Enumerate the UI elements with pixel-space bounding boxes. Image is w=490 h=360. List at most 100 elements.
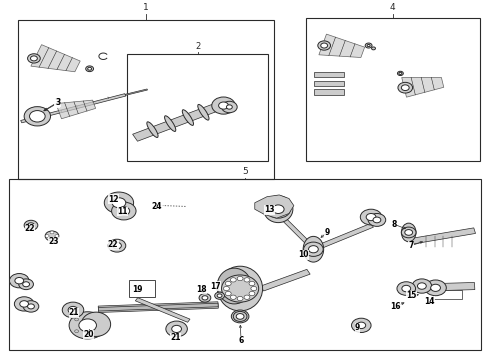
Polygon shape: [411, 283, 475, 291]
Circle shape: [19, 279, 33, 289]
Circle shape: [351, 318, 371, 333]
Circle shape: [237, 296, 243, 301]
Circle shape: [244, 295, 250, 300]
Circle shape: [30, 56, 37, 61]
Circle shape: [9, 274, 29, 288]
Circle shape: [221, 275, 259, 302]
Polygon shape: [402, 77, 444, 97]
Circle shape: [425, 280, 446, 296]
Circle shape: [321, 43, 328, 48]
Ellipse shape: [81, 312, 111, 337]
Circle shape: [108, 239, 126, 252]
Circle shape: [68, 306, 78, 314]
Text: 15: 15: [406, 291, 416, 300]
Polygon shape: [135, 298, 190, 322]
Text: 3: 3: [54, 98, 59, 107]
Text: 21: 21: [69, 309, 79, 318]
Circle shape: [399, 72, 402, 75]
Polygon shape: [410, 228, 475, 244]
Circle shape: [55, 235, 59, 238]
Polygon shape: [56, 100, 96, 119]
Circle shape: [45, 231, 59, 241]
Text: 22: 22: [108, 240, 118, 249]
Ellipse shape: [165, 116, 176, 131]
Circle shape: [118, 207, 130, 215]
Circle shape: [225, 282, 231, 286]
Polygon shape: [312, 224, 373, 251]
Text: 11: 11: [118, 207, 128, 216]
Text: 5: 5: [242, 167, 248, 176]
Circle shape: [62, 302, 84, 318]
Text: 14: 14: [424, 297, 435, 306]
Bar: [433, 290, 463, 299]
Circle shape: [401, 227, 416, 238]
Circle shape: [24, 107, 50, 126]
Circle shape: [397, 282, 416, 295]
Circle shape: [233, 311, 247, 321]
Circle shape: [74, 330, 78, 333]
Polygon shape: [133, 100, 228, 141]
Circle shape: [318, 41, 331, 50]
Bar: [18, 20, 274, 179]
Circle shape: [74, 318, 78, 321]
Circle shape: [202, 296, 208, 300]
Bar: [306, 18, 480, 161]
Polygon shape: [21, 94, 126, 123]
Bar: [9, 179, 481, 350]
Circle shape: [309, 246, 318, 253]
Circle shape: [217, 294, 222, 297]
Circle shape: [272, 205, 284, 213]
Circle shape: [23, 282, 29, 287]
Circle shape: [29, 111, 45, 122]
Ellipse shape: [264, 196, 293, 222]
Polygon shape: [261, 269, 310, 291]
Circle shape: [226, 105, 232, 109]
Circle shape: [249, 282, 255, 286]
Ellipse shape: [217, 268, 251, 304]
Circle shape: [266, 200, 291, 218]
Text: 9: 9: [355, 323, 360, 332]
Circle shape: [304, 242, 323, 256]
Circle shape: [244, 278, 250, 282]
Circle shape: [397, 71, 403, 76]
Text: 2: 2: [195, 42, 200, 51]
Ellipse shape: [401, 223, 416, 242]
Circle shape: [223, 287, 229, 291]
Text: 20: 20: [83, 330, 94, 339]
Circle shape: [251, 287, 257, 291]
Polygon shape: [255, 195, 294, 218]
Ellipse shape: [182, 110, 194, 125]
Circle shape: [50, 231, 54, 234]
Bar: [315, 81, 343, 86]
Circle shape: [112, 202, 136, 220]
Circle shape: [15, 278, 24, 284]
Circle shape: [212, 97, 235, 114]
Circle shape: [230, 295, 236, 300]
Circle shape: [405, 230, 413, 235]
Circle shape: [231, 310, 249, 323]
Circle shape: [215, 292, 224, 299]
Circle shape: [237, 276, 243, 281]
Circle shape: [230, 278, 236, 282]
Circle shape: [225, 291, 231, 296]
Circle shape: [402, 285, 411, 292]
Circle shape: [401, 85, 409, 91]
Text: 1: 1: [143, 3, 149, 12]
Polygon shape: [319, 34, 365, 58]
Text: 4: 4: [390, 3, 395, 12]
Text: 19: 19: [132, 285, 143, 294]
Bar: [127, 54, 269, 161]
Polygon shape: [98, 303, 218, 311]
Circle shape: [27, 304, 34, 309]
Polygon shape: [156, 205, 161, 209]
Text: 23: 23: [48, 237, 59, 246]
Polygon shape: [125, 89, 147, 95]
Text: 8: 8: [392, 220, 397, 229]
Ellipse shape: [147, 122, 158, 138]
Ellipse shape: [218, 266, 263, 311]
Circle shape: [360, 209, 382, 225]
Circle shape: [90, 314, 94, 317]
Circle shape: [371, 47, 375, 50]
Circle shape: [14, 297, 34, 311]
Bar: [129, 280, 155, 297]
